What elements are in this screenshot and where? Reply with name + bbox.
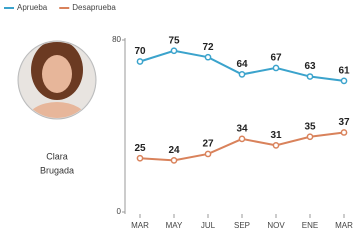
data-label: 63 [304,61,316,72]
legend-label: Aprueba [17,3,48,12]
chart: Clara Brugada Aprueba Desaprueba 0 80 MAR MAY… [0,0,355,245]
data-label: 72 [202,42,214,53]
point [307,134,312,139]
point [341,130,346,135]
point [341,78,346,83]
x-tick-label: MAR [131,221,149,230]
x-tick-label: ENE [302,221,318,230]
point [307,74,312,79]
data-label: 37 [338,117,350,128]
data-label: 24 [168,145,180,156]
x-tick-label: SEP [234,221,250,230]
legend-label: Desaprueba [72,3,116,12]
point [171,48,176,53]
data-label: 35 [304,121,316,132]
data-label: 75 [168,35,180,46]
data-label: 25 [134,143,146,154]
point [137,59,142,64]
y-tick-label: 0 [117,207,122,216]
x-tick-label: NOV [267,221,285,230]
point [171,158,176,163]
data-label: 64 [236,59,248,70]
point [239,136,244,141]
point [239,72,244,77]
person-name: Brugada [40,165,74,175]
portrait [18,40,96,138]
point [205,151,210,156]
data-label: 34 [236,124,248,135]
point [137,156,142,161]
person-name: Clara [46,151,68,161]
y-tick-label: 80 [112,35,121,44]
data-label: 67 [270,53,282,64]
x-tick-label: JUL [201,221,216,230]
point [205,55,210,60]
point [273,65,278,70]
data-label: 31 [270,130,282,141]
data-label: 27 [202,139,214,150]
point [273,143,278,148]
x-tick-label: MAY [166,221,183,230]
x-tick-label: MAR [335,221,353,230]
data-label: 70 [134,46,146,57]
data-label: 61 [338,65,350,76]
